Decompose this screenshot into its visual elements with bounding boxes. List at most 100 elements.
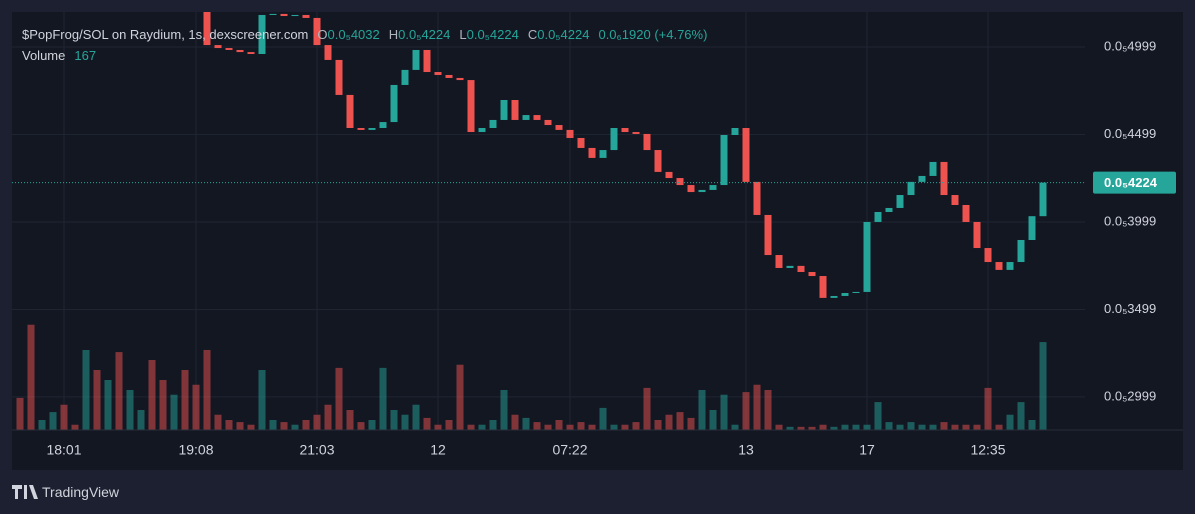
candle-body [731, 128, 739, 136]
volume-bar [412, 404, 420, 430]
volume-bar [676, 412, 684, 430]
volume-value: 167 [74, 48, 97, 63]
candle-body [357, 128, 365, 130]
candle-body [313, 17, 321, 46]
candle-body [775, 255, 783, 268]
candle-body [621, 128, 629, 133]
volume-bar [181, 369, 189, 430]
volume-bar [104, 379, 112, 430]
candle-body [368, 128, 376, 130]
volume-bar [1006, 414, 1014, 430]
volume-bar [929, 424, 937, 430]
legend-key: L [459, 27, 467, 42]
volume-bar [214, 414, 222, 430]
candle-body [302, 14, 310, 18]
volume-bar [49, 412, 57, 430]
volume-bar [665, 414, 673, 430]
x-tick-label: 12 [430, 442, 446, 458]
legend-line: $PopFrog/SOL on Raydium, 1s, dexscreener… [22, 24, 707, 45]
candle-body [995, 262, 1003, 270]
volume-bar [797, 426, 805, 430]
volume-bar [632, 422, 640, 430]
y-tick-label: 0.0₅4499 [1104, 126, 1156, 141]
title: $PopFrog/SOL on Raydium, 1s, dexscreener… [22, 27, 309, 42]
volume-bar [313, 414, 321, 430]
volume-bar [434, 424, 442, 430]
volume-bar [302, 419, 310, 430]
legend-value: 0.0₅4224 [537, 27, 590, 42]
volume-bar [852, 424, 860, 430]
candle-body [247, 52, 255, 54]
volume-bar [907, 422, 915, 430]
volume-bar [874, 402, 882, 430]
volume-bar [621, 424, 629, 430]
volume-bar [896, 424, 904, 430]
volume-bar [82, 349, 90, 430]
candle-body [676, 178, 684, 186]
candle-body [225, 48, 233, 50]
candle-body [1039, 182, 1047, 217]
candle-body [203, 12, 211, 46]
volume-bar [764, 389, 772, 430]
candle-body [379, 122, 387, 129]
legend-value: 0.0₅4224 [466, 27, 519, 42]
candle-body [632, 132, 640, 134]
volume-bar [533, 422, 541, 430]
volume-bar [830, 426, 838, 430]
y-tick-label: 0.0₅4999 [1104, 38, 1156, 53]
volume-bar [170, 394, 178, 430]
volume-bar [753, 384, 761, 430]
candle-body [533, 115, 541, 120]
volume-bar [401, 414, 409, 430]
volume-bar [93, 369, 101, 430]
candle-body [808, 272, 816, 277]
volume-bar [247, 424, 255, 430]
candle-body [797, 265, 805, 273]
volume-bar [115, 352, 123, 430]
candle-body [1006, 262, 1014, 270]
candle-body [500, 100, 508, 120]
x-tick-label: 13 [738, 442, 754, 458]
volume-bar [27, 324, 35, 430]
legend-key: O [317, 27, 328, 42]
volume-bar [984, 387, 992, 430]
volume-bar [654, 419, 662, 430]
candle-body [599, 150, 607, 158]
volume-bar [775, 424, 783, 430]
x-tick-label: 19:08 [178, 442, 213, 458]
candle-body [544, 119, 552, 126]
volume-bar [236, 422, 244, 430]
volume-bar [841, 424, 849, 430]
candle-body [335, 59, 343, 95]
x-tick-label: 17 [859, 442, 875, 458]
grid [12, 12, 1085, 430]
volume-bar [918, 424, 926, 430]
volume-bar [687, 417, 695, 430]
volume-bar [577, 422, 585, 430]
candle-body [401, 69, 409, 85]
brand-name: TradingView [42, 484, 120, 500]
volume-bar [159, 379, 167, 430]
candle-layer [203, 12, 1047, 298]
logo [12, 485, 38, 499]
volume-bar [951, 424, 959, 430]
candle-body [522, 115, 530, 120]
candle-body [412, 49, 420, 70]
volume-bar [731, 424, 739, 430]
volume-bar [379, 367, 387, 430]
volume-bar [786, 426, 794, 430]
volume-bar [544, 424, 552, 430]
volume-bar [137, 409, 145, 430]
candle-body [709, 185, 717, 190]
volume-bar [60, 404, 68, 430]
volume-bar [742, 392, 750, 430]
volume-bar [445, 419, 453, 430]
axes: 0.0₅2999 0.0₅3499 0.0₅3999 0.0₅4499 0.0₅4999… [12, 38, 1183, 458]
candle-body [236, 49, 244, 53]
candle-body [742, 128, 750, 182]
y-tick-label: 0.0₅3499 [1104, 301, 1156, 316]
candle-body [841, 292, 849, 296]
volume-bar [357, 422, 365, 430]
volume-bar [588, 424, 596, 430]
